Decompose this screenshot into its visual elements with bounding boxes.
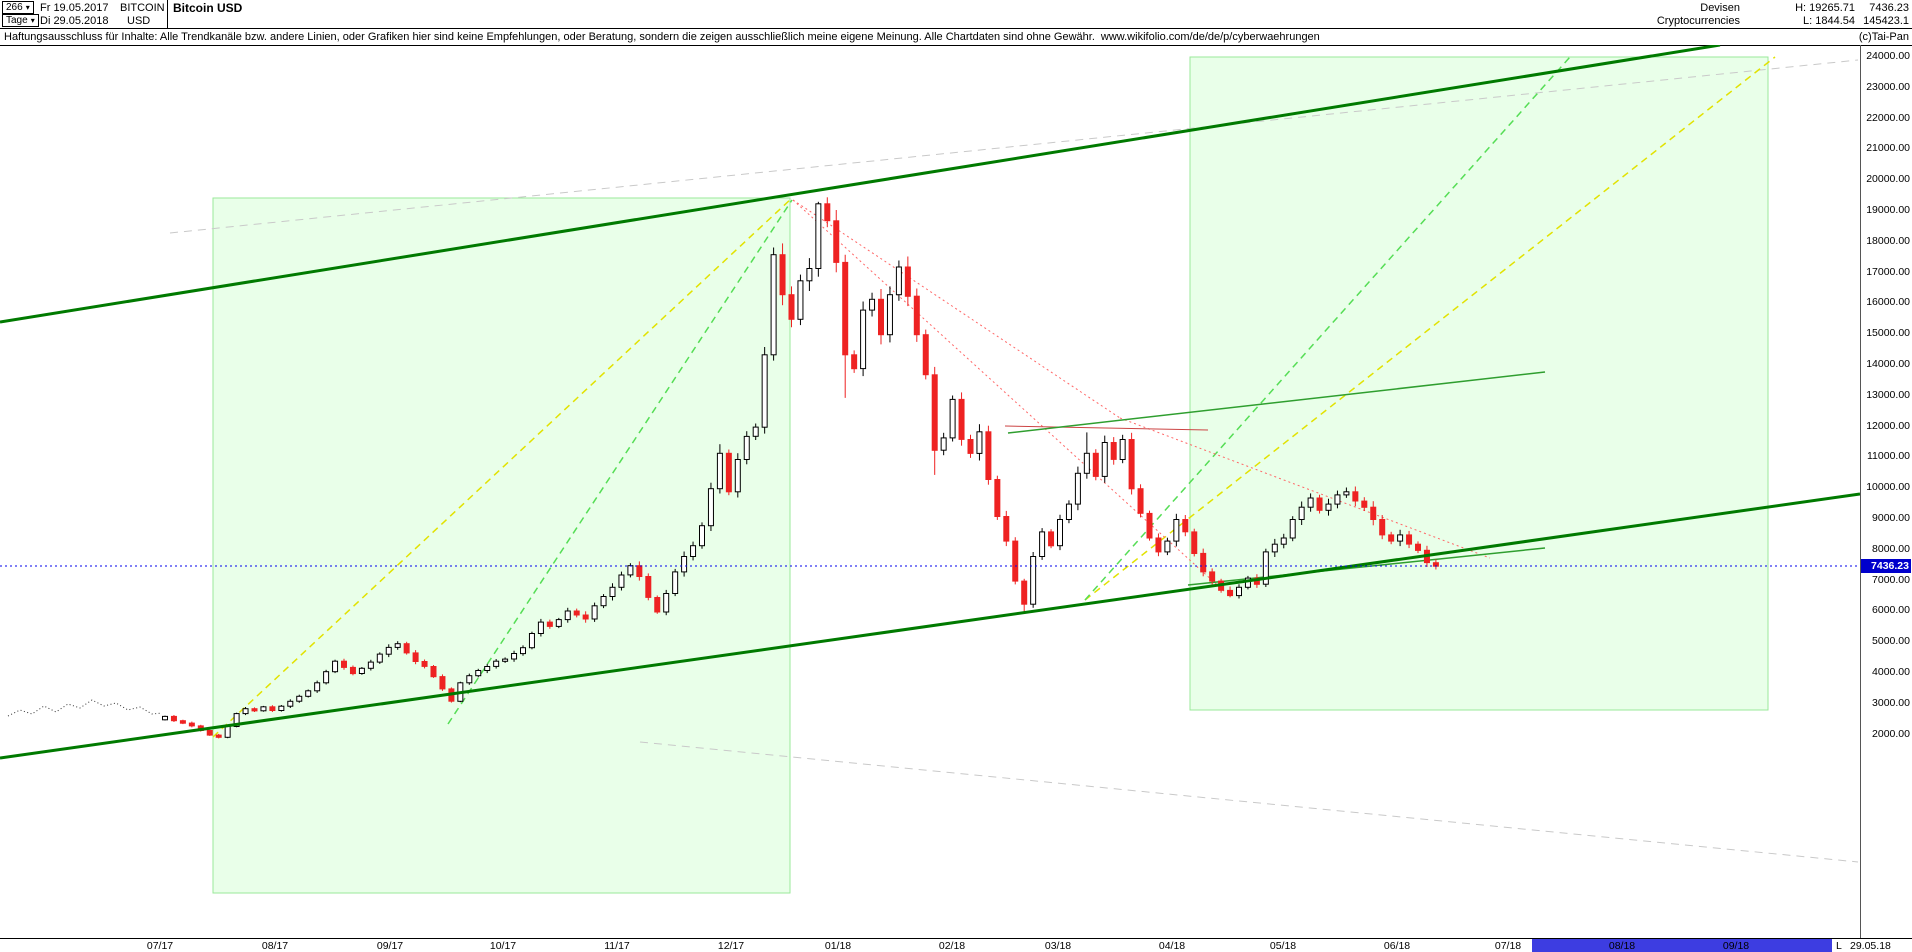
chevron-down-icon: ▾ bbox=[25, 2, 30, 12]
y-axis-label: 6000.00 bbox=[1872, 604, 1910, 617]
y-axis-label: 10000.00 bbox=[1866, 481, 1910, 494]
bars-count-value: 266 bbox=[6, 2, 23, 13]
range-end-date: Di 29.05.2018 bbox=[40, 15, 109, 27]
y-axis-label: 11000.00 bbox=[1866, 450, 1910, 463]
last-bar-marker: L bbox=[1836, 940, 1842, 952]
x-axis-label: 07/17 bbox=[146, 940, 174, 952]
currency-code: USD bbox=[127, 15, 151, 27]
y-axis-label: 23000.00 bbox=[1866, 80, 1910, 93]
last-bar-date: 29.05.18 bbox=[1850, 940, 1891, 952]
y-axis-label: 15000.00 bbox=[1866, 327, 1910, 340]
y-axis-label: 22000.00 bbox=[1866, 111, 1910, 124]
chevron-down-icon: ▾ bbox=[30, 15, 35, 25]
period-select[interactable]: Tage ▾ bbox=[2, 14, 39, 27]
x-axis-label: 10/17 bbox=[489, 940, 517, 952]
y-axis-label: 14000.00 bbox=[1866, 358, 1910, 370]
x-axis-label: 09/18 bbox=[1722, 940, 1750, 952]
x-axis-label: 04/18 bbox=[1158, 940, 1186, 952]
y-axis-label: 21000.00 bbox=[1866, 142, 1910, 155]
range-low-value: L: 1844.54 bbox=[1803, 15, 1855, 27]
plot-area[interactable] bbox=[0, 43, 1861, 938]
y-axis-label: 7000.00 bbox=[1872, 573, 1910, 586]
y-axis-label: 4000.00 bbox=[1872, 666, 1910, 678]
disclaimer-text: Haftungsausschluss für Inhalte: Alle Tre… bbox=[4, 31, 1320, 43]
time-axis: L 29.05.18 07/17 08/17 09/17 10/17 11/17 12/1… bbox=[0, 938, 1912, 952]
header-divider bbox=[167, 0, 168, 28]
category-devisen: Devisen bbox=[1700, 2, 1740, 14]
disclaimer-bar: Haftungsausschluss für Inhalte: Alle Tre… bbox=[0, 28, 1912, 46]
y-axis-label: 24000.00 bbox=[1866, 50, 1910, 62]
x-axis-label: 01/18 bbox=[824, 940, 852, 952]
header: 266 ▾ Fr 19.05.2017 BITCOIN Bitcoin USD … bbox=[0, 0, 1912, 28]
y-axis-label: 13000.00 bbox=[1866, 388, 1910, 401]
y-axis-label: 17000.00 bbox=[1866, 265, 1910, 278]
x-axis-label: 02/18 bbox=[938, 940, 966, 952]
x-axis-label: 07/18 bbox=[1494, 940, 1522, 952]
range-start-date: Fr 19.05.2017 bbox=[40, 2, 109, 14]
price-chart[interactable] bbox=[0, 43, 1861, 938]
x-axis-label: 05/18 bbox=[1269, 940, 1297, 952]
disclaimer-body: Haftungsausschluss für Inhalte: Alle Tre… bbox=[4, 31, 1095, 43]
x-axis-label: 11/17 bbox=[604, 940, 630, 952]
range-high-value: H: 19265.71 bbox=[1795, 2, 1855, 14]
y-axis-label: 12000.00 bbox=[1866, 419, 1910, 432]
instrument-title: Bitcoin USD bbox=[173, 1, 243, 15]
x-axis-label: 09/17 bbox=[376, 940, 404, 952]
y-axis-label: 9000.00 bbox=[1872, 512, 1910, 524]
y-axis-label: 5000.00 bbox=[1872, 635, 1910, 648]
wikifolio-link[interactable]: www.wikifolio.com/de/de/p/cyberwaehrunge… bbox=[1100, 31, 1320, 43]
y-axis-label: 18000.00 bbox=[1866, 234, 1910, 247]
x-axis-label: 08/17 bbox=[261, 940, 289, 952]
bars-count-select[interactable]: 266 ▾ bbox=[2, 1, 34, 14]
taipan-copyright: (c)Tai-Pan bbox=[1858, 31, 1909, 43]
x-axis-label: 08/18 bbox=[1608, 940, 1636, 952]
price-axis-separator bbox=[1860, 45, 1861, 938]
x-axis-label: 06/18 bbox=[1383, 940, 1411, 952]
x-axis-label: 12/17 bbox=[717, 940, 745, 952]
y-axis-label: 19000.00 bbox=[1866, 204, 1910, 216]
last-price-value: 7436.23 bbox=[1869, 2, 1909, 14]
period-value: Tage bbox=[6, 15, 28, 26]
y-axis-label: 2000.00 bbox=[1872, 727, 1910, 740]
y-axis-label: 8000.00 bbox=[1872, 542, 1910, 555]
y-axis-label: 20000.00 bbox=[1866, 173, 1910, 186]
category-cryptocurrencies: Cryptocurrencies bbox=[1656, 15, 1740, 27]
symbol-code: BITCOIN bbox=[120, 2, 165, 14]
y-axis-label: 3000.00 bbox=[1872, 696, 1910, 709]
current-price-badge: 7436.23 bbox=[1861, 559, 1911, 574]
timeline-scrollbar[interactable] bbox=[1532, 939, 1832, 952]
secondary-value: 145423.1 bbox=[1863, 15, 1909, 27]
y-axis-label: 16000.00 bbox=[1866, 296, 1910, 309]
x-axis-label: 03/18 bbox=[1044, 940, 1072, 952]
